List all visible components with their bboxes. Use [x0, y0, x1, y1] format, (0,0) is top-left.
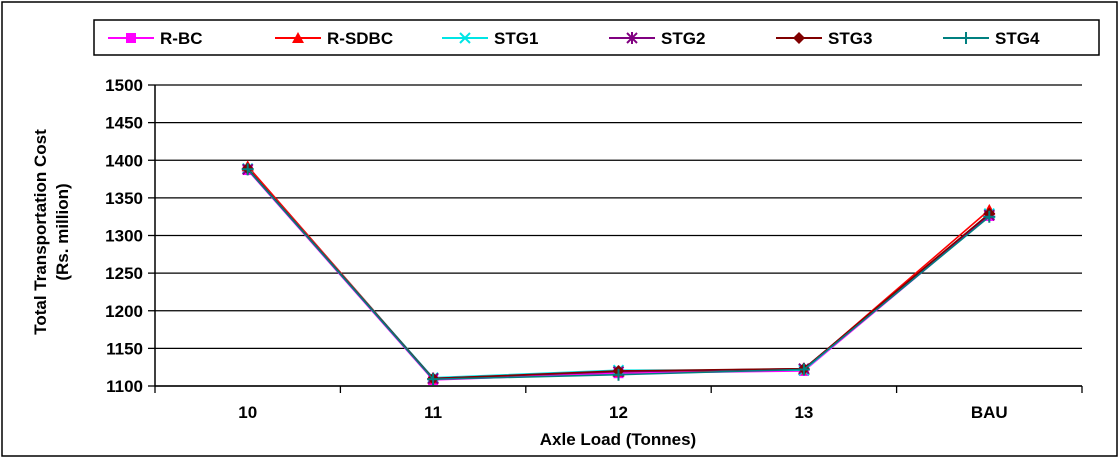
legend-swatch-marker [292, 32, 304, 43]
legend-item-stg4: STG4 [943, 29, 1040, 48]
series-lines [241, 160, 996, 386]
legend-swatch-marker [960, 32, 972, 44]
legend-item-stg1: STG1 [442, 29, 538, 48]
x-tick-label: 10 [238, 403, 257, 422]
legend-swatch-marker [793, 32, 805, 44]
legend-item-r-sdbc: R-SDBC [275, 29, 393, 48]
y-tick-label: 1300 [105, 227, 143, 246]
data-point-stg4 [241, 163, 254, 176]
x-tick-label: 13 [794, 403, 813, 422]
legend-item-r-bc: R-BC [108, 29, 203, 48]
data-point-stg4 [797, 363, 810, 376]
x-tick-label: 12 [609, 403, 628, 422]
y-axis-title-line2: (Rs. million) [53, 183, 72, 280]
data-point-stg4 [612, 368, 625, 381]
x-axis-title: Axle Load (Tonnes) [540, 430, 696, 449]
y-axis-tick-labels: 1100 1150 1200 1250 1300 1350 1400 1450 1500 [105, 76, 143, 396]
y-tick-label: 1450 [105, 114, 143, 133]
y-tick-label: 1250 [105, 264, 143, 283]
y-tick-label: 1100 [106, 377, 143, 396]
data-point-stg4 [983, 210, 996, 223]
legend-label: STG2 [661, 29, 705, 48]
y-tick-label: 1200 [105, 302, 143, 321]
legend-label: STG1 [494, 29, 538, 48]
y-tick-label: 1400 [105, 151, 143, 170]
x-axis-tick-labels: 10 11 12 13 BAU [238, 403, 1007, 422]
data-point-stg4 [427, 373, 440, 386]
legend-box [93, 19, 1100, 56]
y-tick-label: 1500 [105, 76, 143, 95]
legend-label: R-SDBC [327, 29, 393, 48]
y-tick-label: 1350 [105, 189, 143, 208]
series-stg4 [241, 163, 996, 386]
legend-label: STG4 [995, 29, 1040, 48]
legend-swatch-marker [459, 32, 471, 44]
legend-label: STG3 [828, 29, 872, 48]
x-tick-label: BAU [971, 403, 1008, 422]
x-tick-label: 11 [424, 403, 442, 422]
gridlines [148, 84, 1083, 393]
legend: R-BC R-SDBC STG1 STG2 STG3 STG4 [108, 29, 1040, 48]
y-axis-title-line1: Total Transportation Cost [31, 129, 50, 335]
legend-item-stg3: STG3 [776, 29, 872, 48]
legend-item-stg2: STG2 [609, 29, 705, 48]
legend-swatch-marker [126, 33, 136, 43]
legend-label: R-BC [160, 29, 203, 48]
y-tick-label: 1150 [106, 339, 143, 358]
legend-swatch-marker [626, 32, 638, 44]
